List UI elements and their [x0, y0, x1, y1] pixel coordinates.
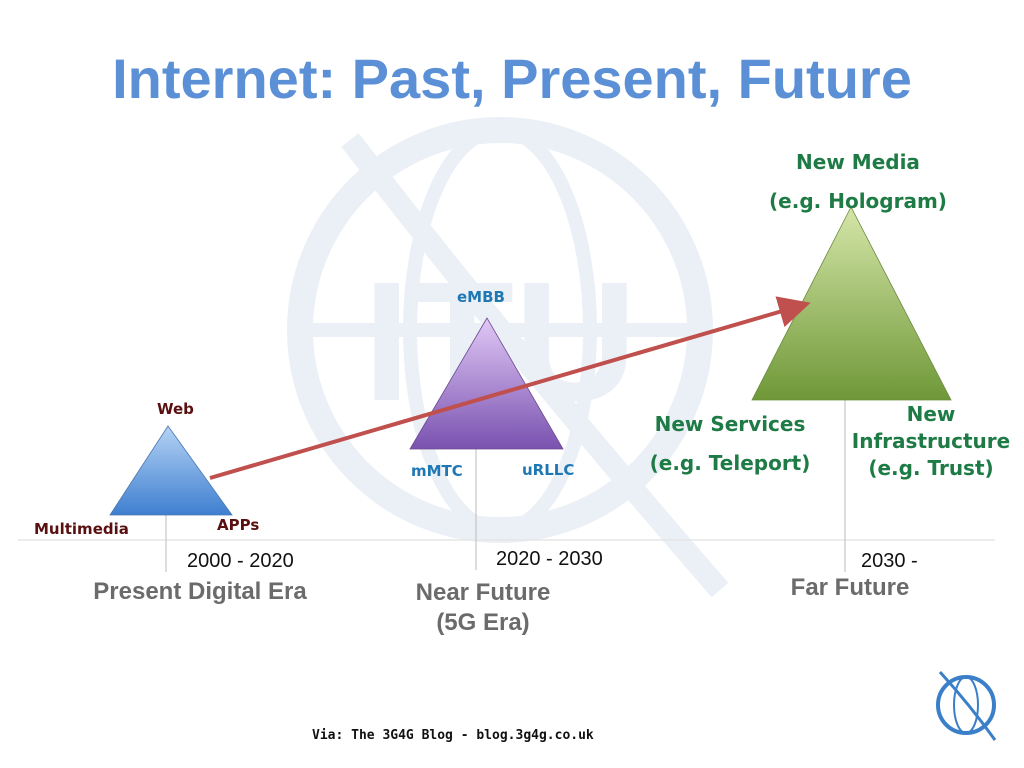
- label-new-services-line1: New Services: [654, 412, 806, 436]
- label-urllc: uRLLC: [522, 461, 575, 479]
- period-far-future: 2030 -: [861, 550, 918, 572]
- triangle-far-future: [751, 206, 952, 401]
- era-near-future: Near Future (5G Era): [383, 578, 583, 638]
- label-new-media-line1: New Media: [796, 150, 920, 174]
- era-present: Present Digital Era: [93, 578, 307, 605]
- label-new-media-line2: (e.g. Hologram): [769, 189, 947, 213]
- label-new-infra-line3: (e.g. Trust): [868, 456, 994, 480]
- label-new-services-line2: (e.g. Teleport): [649, 451, 811, 475]
- label-new-infrastructure: New Infrastructure (e.g. Trust): [850, 401, 1012, 482]
- label-new-infra-line1: New: [906, 402, 956, 426]
- era-far-future: Far Future: [790, 574, 910, 601]
- era-near-future-line2: (5G Era): [436, 609, 530, 636]
- period-near-future: 2020 - 2030: [496, 548, 603, 570]
- label-mmtc: mMTC: [411, 462, 463, 480]
- progress-arrow: [209, 296, 811, 480]
- page-title: Internet: Past, Present, Future: [112, 47, 912, 110]
- era-near-future-line1: Near Future: [415, 579, 551, 606]
- triangle-near-future: [409, 317, 564, 450]
- label-multimedia: Multimedia: [34, 520, 129, 538]
- itu-logo: [936, 670, 997, 741]
- label-web: Web: [157, 400, 194, 418]
- label-embb: eMBB: [457, 288, 505, 306]
- label-new-services: New Services (e.g. Teleport): [640, 405, 820, 483]
- period-present: 2000 - 2020: [187, 550, 294, 572]
- label-new-media: New Media (e.g. Hologram): [758, 143, 958, 221]
- credit-text: Via: The 3G4G Blog - blog.3g4g.co.uk: [312, 728, 594, 743]
- label-new-infra-line2: Infrastructure: [851, 429, 1011, 453]
- triangle-present: [109, 425, 233, 516]
- label-apps: APPs: [217, 516, 260, 534]
